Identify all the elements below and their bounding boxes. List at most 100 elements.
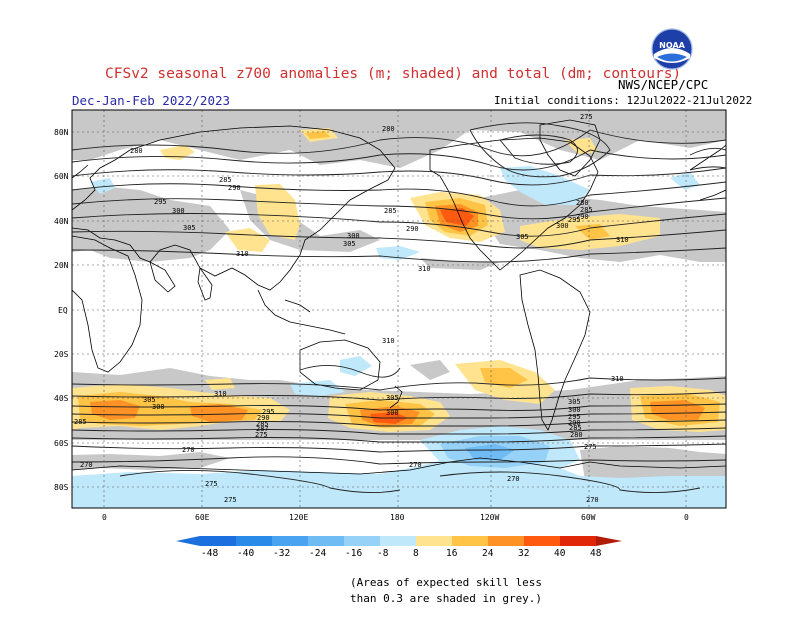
svg-text:305: 305 [343, 240, 356, 248]
svg-text:287: 287 [256, 425, 269, 433]
colorbar-label: 32 [518, 548, 530, 559]
svg-text:280: 280 [382, 125, 395, 133]
svg-text:305: 305 [516, 233, 529, 241]
svg-text:270: 270 [409, 461, 422, 469]
colorbar-label: -16 [345, 548, 363, 559]
lat-label: 60N [54, 172, 69, 181]
lon-label: 60W [581, 513, 596, 522]
svg-text:285: 285 [74, 418, 87, 426]
svg-text:285: 285 [580, 206, 593, 214]
svg-text:275: 275 [580, 113, 593, 121]
logo-text: NOAA [659, 41, 685, 50]
lat-label: 80N [54, 128, 69, 137]
colorbar-swatch [380, 536, 416, 546]
svg-text:300: 300 [556, 222, 569, 230]
svg-text:290: 290 [257, 414, 270, 422]
colorbar-swatch [272, 536, 308, 546]
lat-label: 80S [54, 483, 69, 492]
colorbar-swatch [308, 536, 344, 546]
contour-labels: 280 275 280 285 290 295 300 305 310 285 … [74, 113, 629, 504]
colorbar-swatch [416, 536, 452, 546]
svg-text:295: 295 [568, 216, 581, 224]
colorbar-swatch [344, 536, 380, 546]
svg-text:310: 310 [382, 337, 395, 345]
svg-text:280: 280 [570, 431, 583, 439]
colorbar-label: -32 [273, 548, 291, 559]
colorbar-swatch [200, 536, 236, 546]
svg-text:290: 290 [568, 419, 581, 427]
graticule [72, 110, 726, 508]
svg-text:300: 300 [172, 207, 185, 215]
colorbar-swatch [524, 536, 560, 546]
svg-text:290: 290 [228, 184, 241, 192]
svg-text:285: 285 [219, 176, 232, 184]
height-contours [72, 122, 726, 494]
lat-label: EQ [58, 306, 68, 315]
lon-label: 120E [289, 513, 309, 522]
colorbar-arrow-right [596, 536, 622, 546]
colorbar-label: -8 [377, 548, 389, 559]
colorbar [176, 536, 622, 546]
lon-label: 60E [195, 513, 210, 522]
svg-text:305: 305 [568, 398, 581, 406]
svg-text:290: 290 [576, 213, 589, 221]
colorbar-label: 16 [446, 548, 458, 559]
colorbar-swatch [488, 536, 524, 546]
skill-note-line: (Areas of expected skill less [350, 576, 543, 589]
svg-text:305: 305 [183, 224, 196, 232]
agency-label: NWS/NCEP/CPC [618, 77, 709, 92]
svg-text:275: 275 [224, 496, 237, 504]
lat-label: 20S [54, 350, 69, 359]
svg-text:300: 300 [347, 232, 360, 240]
lon-label: 0 [102, 513, 107, 522]
colorbar-label: 8 [413, 548, 419, 559]
map-title: CFSv2 seasonal z700 anomalies (m; shaded… [105, 66, 682, 82]
svg-text:270: 270 [80, 461, 93, 469]
lat-label: 40N [54, 217, 69, 226]
svg-text:310: 310 [418, 265, 431, 273]
svg-text:310: 310 [616, 236, 629, 244]
colorbar-label: 48 [590, 548, 602, 559]
colorbar-swatch [452, 536, 488, 546]
lon-label: 180 [390, 513, 405, 522]
map-frame [71, 109, 727, 509]
colorbar-label: -48 [201, 548, 219, 559]
strongest-negative-anomaly-shading [465, 444, 515, 460]
svg-text:300: 300 [386, 409, 399, 417]
svg-text:305: 305 [386, 394, 399, 402]
colorbar-label: -24 [309, 548, 327, 559]
svg-text:290: 290 [406, 225, 419, 233]
colorbar-arrow-left [176, 536, 200, 546]
skill-note: (Areas of expected skill less than 0.3 a… [350, 575, 542, 607]
colorbar-label: 40 [554, 548, 566, 559]
svg-text:270: 270 [182, 446, 195, 454]
svg-text:285: 285 [384, 207, 397, 215]
svg-text:275: 275 [584, 443, 597, 451]
svg-text:280: 280 [130, 147, 143, 155]
skill-note-line: than 0.3 are shaded in grey.) [350, 592, 543, 605]
svg-text:275: 275 [255, 431, 268, 439]
svg-text:295: 295 [154, 198, 167, 206]
colorbar-swatch [560, 536, 596, 546]
initial-conditions-label: Initial conditions: 12Jul2022-21Jul2022 [494, 94, 753, 107]
svg-text:285: 285 [256, 420, 269, 428]
lat-label: 60S [54, 439, 69, 448]
colorbar-label: 24 [482, 548, 494, 559]
svg-text:295: 295 [262, 408, 275, 416]
svg-text:270: 270 [507, 475, 520, 483]
svg-text:270: 270 [586, 496, 599, 504]
svg-text:285: 285 [569, 424, 582, 432]
lon-label: 120W [480, 513, 500, 522]
svg-text:280: 280 [576, 199, 589, 207]
svg-text:305: 305 [143, 396, 156, 404]
season-label: Dec-Jan-Feb 2022/2023 [72, 93, 231, 108]
lon-label: 0 [684, 513, 689, 522]
svg-text:310: 310 [236, 250, 249, 258]
lat-label: 40S [54, 394, 69, 403]
colorbar-label: -40 [237, 548, 255, 559]
svg-text:310: 310 [611, 375, 624, 383]
svg-text:295: 295 [568, 413, 581, 421]
svg-text:310: 310 [214, 390, 227, 398]
svg-text:275: 275 [205, 480, 218, 488]
